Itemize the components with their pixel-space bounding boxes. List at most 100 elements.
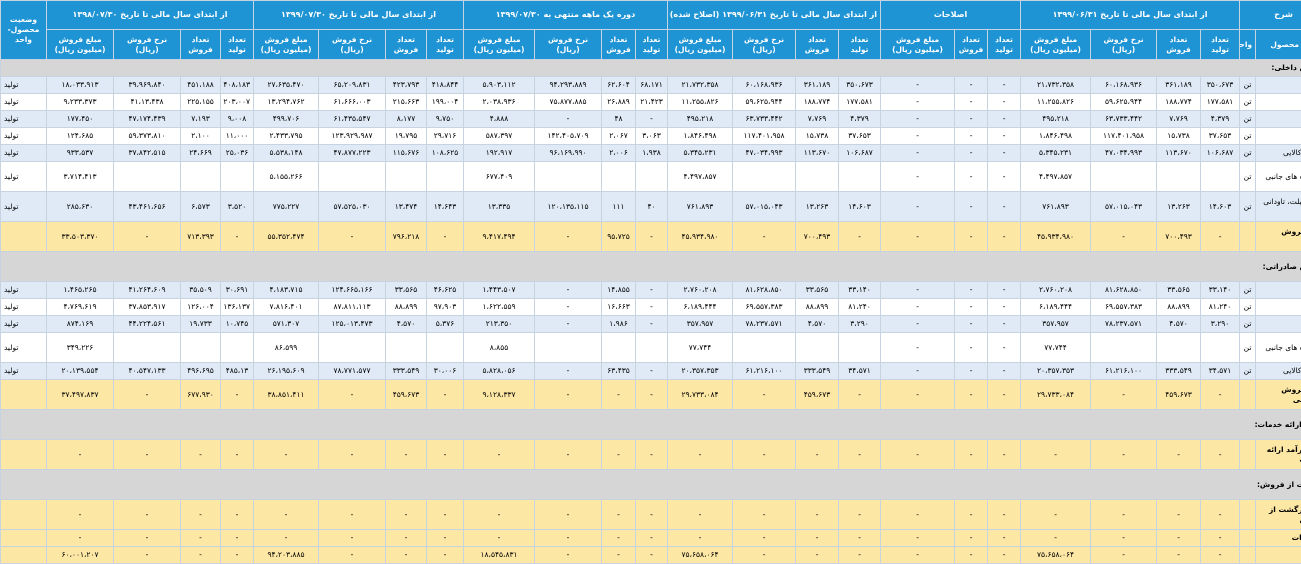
- value-cell: ۴۱۸،۸۴۴: [427, 77, 464, 94]
- value-cell: ۵،۵۳۸،۱۴۸: [254, 145, 319, 162]
- unit-cell: [1240, 530, 1256, 547]
- product-name: ریل: [1256, 128, 1301, 145]
- value-cell: ۳۰،۶۹۱: [221, 282, 254, 299]
- value-cell: -: [733, 440, 796, 470]
- value-cell: ۸۸،۸۹۹: [386, 299, 427, 316]
- table-row: کلافتن۳،۲۹۰۴،۵۷۰۷۸،۲۳۷،۵۷۱۳۵۷،۹۵۷---۳،۲۹…: [1, 316, 1301, 333]
- product-name: سایر (بیلت، تاودانی و ...): [1256, 192, 1301, 222]
- value-cell: ۱۲۵،۰۱۳،۴۷۳: [319, 316, 386, 333]
- subheader-cell: تعداد تولید: [427, 30, 464, 60]
- value-cell: ۵۷۱،۳۰۷: [254, 316, 319, 333]
- value-cell: [181, 162, 221, 192]
- subheader-cell: مبلغ فروش (میلیون ریال): [47, 30, 114, 60]
- value-cell: -: [181, 440, 221, 470]
- subheader-cell: تعداد تولید: [839, 30, 881, 60]
- value-cell: ۹۳۳،۵۳۷: [47, 145, 114, 162]
- value-cell: -: [181, 500, 221, 530]
- value-cell: ۷۰۰،۴۹۳: [1157, 222, 1201, 252]
- value-cell: -: [881, 363, 955, 380]
- unit-cell: تن: [1240, 128, 1256, 145]
- value-cell: ۱۱۳،۶۷۰: [796, 145, 839, 162]
- status-cell: تولید: [1, 128, 47, 145]
- value-cell: ۱۳،۴۷۴: [386, 192, 427, 222]
- value-cell: ۴۸۵،۱۳: [221, 363, 254, 380]
- table-row: کلافتن۴،۳۷۹۷،۷۶۹۶۳،۷۳۳،۴۴۲۴۹۵،۲۱۸---۴،۳۷…: [1, 111, 1301, 128]
- value-cell: -: [602, 380, 636, 410]
- value-cell: ۳۳،۵۶۵: [386, 282, 427, 299]
- value-cell: -: [427, 222, 464, 252]
- value-cell: ۳۳۳،۵۴۹: [796, 363, 839, 380]
- value-cell: -: [114, 530, 181, 547]
- value-cell: [386, 162, 427, 192]
- value-cell: -: [881, 282, 955, 299]
- value-cell: ۴۷،۸۷۷،۲۲۳: [319, 145, 386, 162]
- value-cell: -: [1201, 547, 1240, 564]
- value-cell: ۸۱،۶۲۸،۸۵۰: [733, 282, 796, 299]
- unit-cell: [1240, 500, 1256, 530]
- value-cell: ۴۰: [636, 192, 668, 222]
- value-cell: -: [733, 500, 796, 530]
- value-cell: ۴۴،۲۲۴،۵۶۱: [114, 316, 181, 333]
- total-row: جمع فروش داخلی-۷۰۰،۴۹۳-۴۵،۹۳۴،۹۸۰----۷۰۰…: [1, 222, 1301, 252]
- value-cell: ۴۵۹،۶۷۳: [796, 380, 839, 410]
- total-row: جمع---۷۵،۶۵۸،۰۶۴------۷۵،۶۵۸،۰۶۴---۱۸،۵۴…: [1, 547, 1301, 564]
- value-cell: [636, 333, 668, 363]
- value-cell: ۱۰۶،۶۸۷: [1201, 145, 1240, 162]
- value-cell: -: [319, 500, 386, 530]
- value-cell: ۳۳۳،۵۴۹: [1157, 363, 1201, 380]
- value-cell: -: [988, 299, 1021, 316]
- value-cell: ۳۵۷،۹۵۷: [1021, 316, 1091, 333]
- value-cell: ۳۳،۱۴۰: [1201, 282, 1240, 299]
- value-cell: ۲۱۵،۶۶۳: [386, 94, 427, 111]
- value-cell: ۴۸: [602, 111, 636, 128]
- value-cell: -: [955, 299, 988, 316]
- subheader-cell: تعداد فروش: [181, 30, 221, 60]
- subheader-cell: مبلغ فروش (میلیون ریال): [668, 30, 733, 60]
- value-cell: ۴۵۹،۶۷۳: [1157, 380, 1201, 410]
- value-cell: -: [881, 299, 955, 316]
- value-cell: [181, 333, 221, 363]
- value-cell: -: [427, 440, 464, 470]
- value-cell: ۳۶۱،۱۸۹: [1157, 77, 1201, 94]
- value-cell: -: [1157, 440, 1201, 470]
- value-cell: ۴۱،۱۳،۴۳۸: [114, 94, 181, 111]
- value-cell: -: [427, 380, 464, 410]
- unit-cell: تن: [1240, 363, 1256, 380]
- value-cell: -: [881, 222, 955, 252]
- value-cell: -: [955, 192, 988, 222]
- value-cell: [114, 333, 181, 363]
- value-cell: ۱۲۶،۰۰۴: [181, 299, 221, 316]
- value-cell: -: [114, 440, 181, 470]
- unit-cell: تن: [1240, 299, 1256, 316]
- value-cell: -: [988, 440, 1021, 470]
- value-cell: ۱۳،۳۳۵: [464, 192, 535, 222]
- value-cell: [427, 162, 464, 192]
- value-cell: ۹،۴۱۷،۴۹۴: [464, 222, 535, 252]
- value-cell: ۸۸،۸۹۹: [796, 299, 839, 316]
- value-cell: ۷۷،۷۴۴: [668, 333, 733, 363]
- value-cell: -: [1157, 530, 1201, 547]
- value-cell: ۲۱،۷۳۲،۳۵۸: [1021, 77, 1091, 94]
- value-cell: -: [636, 111, 668, 128]
- value-cell: -: [839, 440, 881, 470]
- value-cell: -: [636, 547, 668, 564]
- table-row: فرآورده های جانبیتن۷۷،۷۴۴---۷۷،۷۴۴۸،۸۵۵۸…: [1, 333, 1301, 363]
- header-unit: واحد: [1240, 30, 1256, 60]
- value-cell: ۱۹۲،۹۱۷: [464, 145, 535, 162]
- value-cell: -: [1091, 222, 1157, 252]
- value-cell: -: [1201, 530, 1240, 547]
- product-name: فرآورده های جانبی: [1256, 333, 1301, 363]
- value-cell: ۴۷،۱۷۴،۴۳۹: [114, 111, 181, 128]
- value-cell: ۵،۳۴۵،۲۳۱: [668, 145, 733, 162]
- value-cell: -: [636, 380, 668, 410]
- value-cell: -: [386, 547, 427, 564]
- product-name: جمع برگشت از فروش: [1256, 500, 1301, 530]
- value-cell: -: [1157, 547, 1201, 564]
- value-cell: ۲،۰۳۸،۹۳۶: [464, 94, 535, 111]
- group-header: از ابتدای سال مالی تا تاریخ ۱۳۹۹/۰۶/۳۱ (…: [668, 1, 881, 30]
- unit-cell: تن: [1240, 94, 1256, 111]
- value-cell: [535, 333, 602, 363]
- value-cell: -: [535, 440, 602, 470]
- value-cell: -: [47, 500, 114, 530]
- value-cell: ۴،۵۷۰: [386, 316, 427, 333]
